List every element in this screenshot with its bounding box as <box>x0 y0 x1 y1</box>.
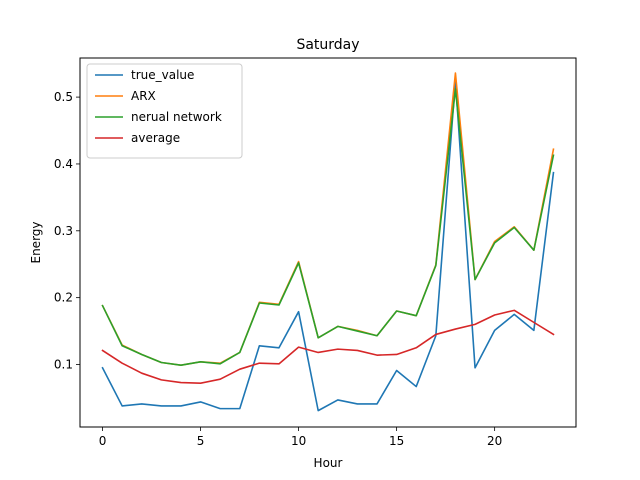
y-tick-label: 0.3 <box>54 224 73 238</box>
x-tick-label: 5 <box>197 434 205 448</box>
x-tick-label: 10 <box>291 434 306 448</box>
legend-entry-0: true_value <box>131 68 194 82</box>
x-tick-label: 15 <box>389 434 404 448</box>
y-tick-label: 0.2 <box>54 291 73 305</box>
x-tick-label: 20 <box>487 434 502 448</box>
y-tick-label: 0.4 <box>54 157 73 171</box>
x-axis: 0 5 10 15 20 <box>99 427 503 448</box>
x-axis-label: Hour <box>314 456 343 470</box>
chart-title: Saturday <box>296 37 359 53</box>
legend: true_value ARX nerual network average <box>87 64 242 158</box>
y-tick-label: 0.5 <box>54 90 73 104</box>
legend-entry-3: average <box>131 131 180 145</box>
legend-entry-2: nerual network <box>131 110 222 124</box>
y-axis: 0.1 0.2 0.3 0.4 0.5 <box>54 90 80 371</box>
legend-entry-1: ARX <box>131 89 156 103</box>
x-tick-label: 0 <box>99 434 107 448</box>
y-tick-label: 0.1 <box>54 357 73 371</box>
y-axis-label: Energy <box>29 221 43 263</box>
